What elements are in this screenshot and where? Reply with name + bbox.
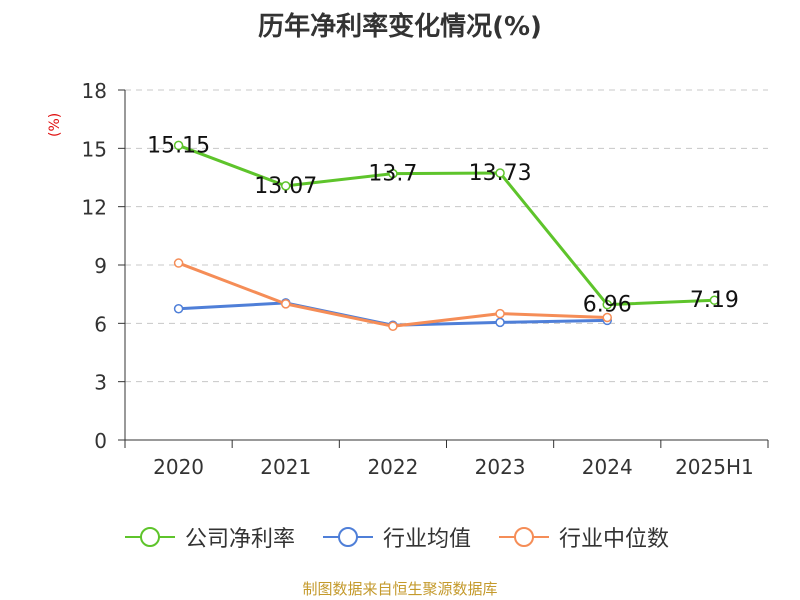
data-point	[173, 304, 184, 314]
legend: 公司净利率 行业均值 行业中位数	[0, 521, 800, 553]
legend-line-marker-icon	[125, 527, 175, 547]
x-tick-label: 2023	[475, 455, 526, 479]
data-point	[495, 308, 505, 319]
y-tick-label: 0	[94, 429, 107, 453]
chart-title: 历年净利率变化情况(%)	[258, 12, 542, 42]
data-label: 13.07	[254, 174, 317, 199]
x-tick-label: 2020	[153, 455, 204, 479]
y-tick-label: 15	[82, 137, 107, 161]
legend-item-company[interactable]: 公司净利率	[125, 521, 295, 553]
data-point	[173, 140, 184, 151]
data-label: 15.15	[147, 133, 210, 158]
data-point	[281, 181, 291, 191]
legend-item-industry-median[interactable]: 行业中位数	[499, 521, 669, 553]
x-tick-label: 2024	[582, 455, 633, 479]
data-label: 13.73	[469, 161, 532, 186]
y-tick-label: 12	[82, 196, 107, 220]
data-point	[495, 168, 505, 178]
legend-label: 行业均值	[383, 527, 472, 552]
series-line	[178, 261, 608, 328]
data-point	[602, 299, 612, 310]
data-point	[388, 321, 398, 331]
x-tick-label: 2022	[367, 455, 418, 479]
x-tick-label: 2025H1	[675, 455, 754, 479]
data-point	[388, 168, 398, 179]
source-note: 制图数据来自恒生聚源数据库	[302, 580, 498, 598]
data-point	[602, 312, 612, 323]
y-tick-label: 6	[94, 312, 107, 336]
data-point	[173, 258, 184, 268]
x-tick-label: 2021	[260, 455, 311, 479]
series-line	[178, 144, 715, 307]
legend-line-marker-icon	[499, 527, 549, 547]
data-label: 7.19	[690, 288, 739, 313]
legend-label: 公司净利率	[185, 527, 296, 552]
y-tick-label: 3	[94, 371, 107, 395]
legend-item-industry-mean[interactable]: 行业均值	[323, 521, 471, 553]
data-label: 13.7	[368, 162, 417, 187]
data-point	[495, 317, 505, 328]
legend-line-marker-icon	[323, 527, 373, 547]
data-label: 6.96	[583, 293, 632, 318]
y-tick-label: 9	[94, 254, 107, 278]
legend-label: 行业中位数	[559, 527, 670, 552]
y-tick-label: 18	[82, 79, 107, 103]
data-point	[281, 299, 291, 309]
data-point	[709, 295, 720, 305]
